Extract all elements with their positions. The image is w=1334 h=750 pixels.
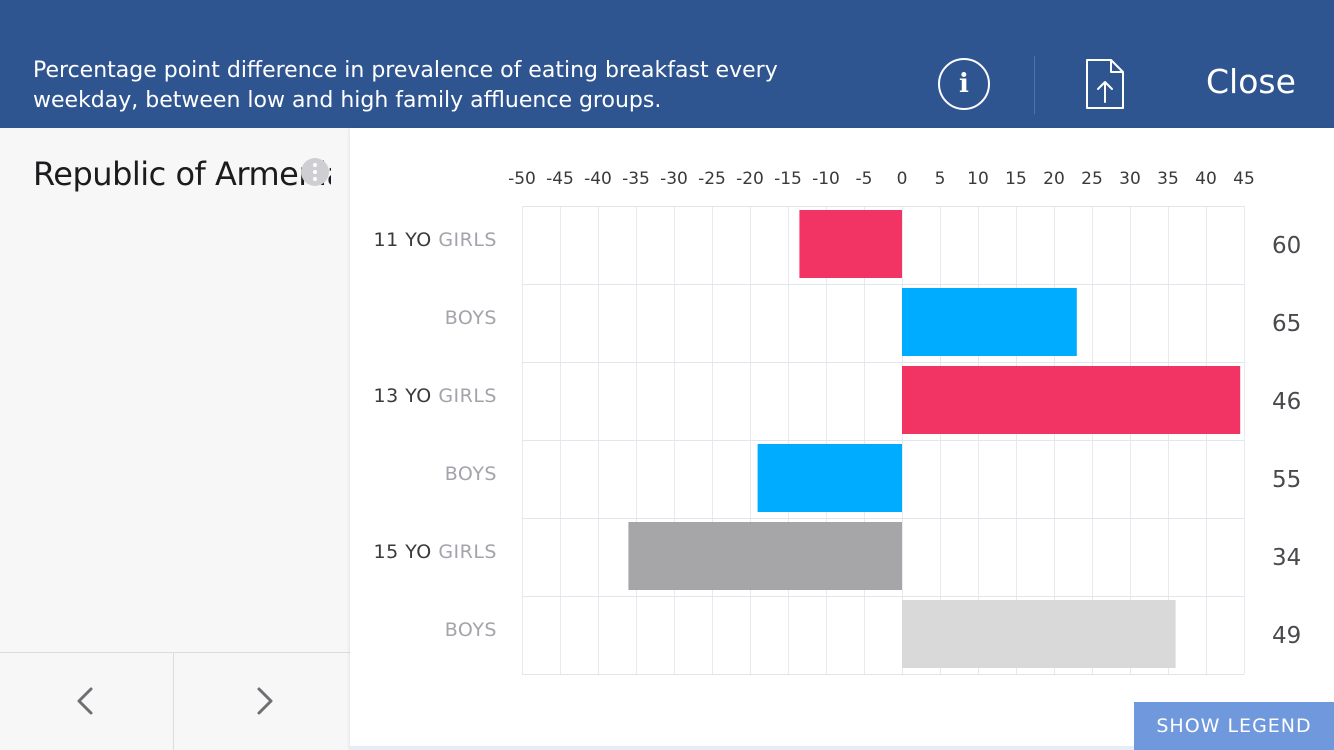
row-label: 15 YO GIRLS: [374, 541, 497, 563]
x-tick-label: -20: [736, 169, 764, 189]
row-age-label: 13 YO: [374, 385, 432, 407]
row-value-label: 65: [1272, 311, 1301, 337]
row-gender-label: GIRLS: [438, 541, 497, 563]
row-value-label: 60: [1272, 233, 1301, 259]
bar: [902, 366, 1241, 434]
row-gender-label: GIRLS: [438, 229, 497, 251]
row-age-label: 15 YO: [374, 541, 432, 563]
row-label: BOYS: [445, 307, 497, 329]
country-name[interactable]: Republic of Armenia: [33, 155, 331, 193]
x-tick-label: 30: [1119, 169, 1141, 189]
header-divider: [1034, 56, 1035, 114]
x-tick-label: -50: [508, 169, 536, 189]
row-gender-label: BOYS: [445, 619, 497, 641]
x-tick-label: -15: [774, 169, 802, 189]
share-icon[interactable]: [1084, 58, 1126, 110]
chart-panel: -50 -45 -40 -35 -30 -25 -20 -15 -10 -5 0 5 10 15 20 25 3…: [350, 128, 1334, 750]
bar: [628, 522, 902, 590]
x-tick-label: 35: [1157, 169, 1179, 189]
x-tick-label: 25: [1081, 169, 1103, 189]
x-tick-label: 5: [935, 169, 946, 189]
close-button[interactable]: Close: [1206, 62, 1296, 101]
row-label: BOYS: [445, 619, 497, 641]
header-bar: Percentage point difference in prevalenc…: [0, 0, 1334, 128]
row-gender-label: BOYS: [445, 463, 497, 485]
x-tick-label: 0: [897, 169, 908, 189]
row-label: 11 YO GIRLS: [374, 229, 497, 251]
row-value-label: 49: [1272, 623, 1301, 649]
row-value-label: 34: [1272, 545, 1301, 571]
bar: [902, 600, 1176, 668]
x-tick-label: 10: [967, 169, 989, 189]
row-gender-label: BOYS: [445, 307, 497, 329]
sidebar: Republic of Armenia: [0, 128, 350, 750]
x-tick-label: -45: [546, 169, 574, 189]
row-label: 13 YO GIRLS: [374, 385, 497, 407]
x-tick-label: -30: [660, 169, 688, 189]
x-tick-label: -10: [812, 169, 840, 189]
panel-bottom-border: [350, 746, 1334, 750]
show-legend-button[interactable]: SHOW LEGEND: [1134, 702, 1334, 750]
row-value-label: 46: [1272, 389, 1301, 415]
bar: [757, 444, 902, 512]
bar: [902, 288, 1077, 356]
row-gender-label: GIRLS: [438, 385, 497, 407]
row-age-label: 11 YO: [374, 229, 432, 251]
x-tick-label: -40: [584, 169, 612, 189]
chevron-left-icon[interactable]: [66, 681, 106, 721]
x-tick-label: -35: [622, 169, 650, 189]
bar: [799, 210, 902, 278]
x-tick-label: 20: [1043, 169, 1065, 189]
x-tick-label: 40: [1195, 169, 1217, 189]
nav-divider: [173, 653, 174, 750]
x-tick-label: 15: [1005, 169, 1027, 189]
row-value-label: 55: [1272, 467, 1301, 493]
x-tick-label: -25: [698, 169, 726, 189]
navigation-bar: [0, 652, 350, 750]
more-options-icon[interactable]: [301, 158, 329, 186]
info-icon[interactable]: i: [938, 58, 990, 110]
bar-chart: -50 -45 -40 -35 -30 -25 -20 -15 -10 -5 0 5 10 15 20 25 3…: [374, 169, 1301, 675]
row-label: BOYS: [445, 463, 497, 485]
x-tick-label: 45: [1233, 169, 1255, 189]
chevron-right-icon[interactable]: [244, 681, 284, 721]
x-tick-label: -5: [856, 169, 873, 189]
chart-title: Percentage point difference in prevalenc…: [33, 58, 778, 113]
